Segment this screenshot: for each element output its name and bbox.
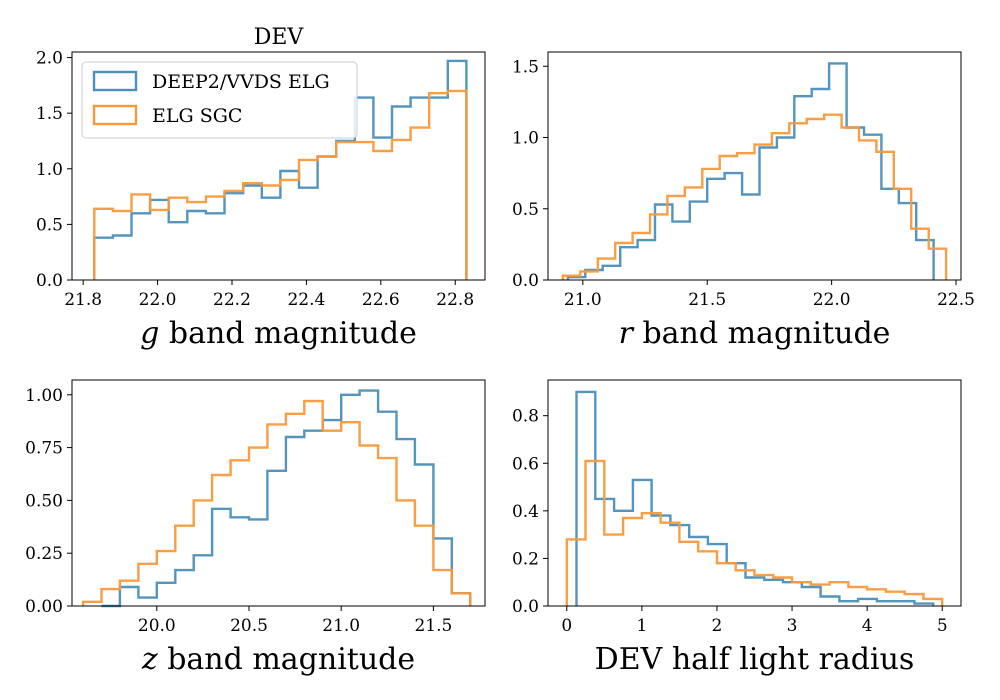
panel-2: 21.0 21.5 22.0 22.5 0.0 0.5 1.0 1.5 r band magni… <box>512 51 975 351</box>
y-tick-label: 2.0 <box>36 49 63 69</box>
y-tick-label: 1.0 <box>36 160 63 180</box>
series-elg-sgc-line <box>561 113 948 280</box>
x-tick-label: 20.5 <box>230 616 268 636</box>
y-tick-label: 0.0 <box>512 597 539 617</box>
panel-4: 0 1 2 3 4 5 0.0 0.2 0.4 0.6 0.8 DEV half light radi… <box>512 379 962 677</box>
x-axis-label: g band magnitude <box>140 316 417 351</box>
plot-frame <box>71 379 486 607</box>
y-tick-label: 0.6 <box>512 454 539 474</box>
x-axis-label: r band magnitude <box>619 316 891 351</box>
x-tick-label: 22.4 <box>287 290 325 310</box>
x-tick-label: 22.8 <box>436 290 474 310</box>
y-tick-label: 0.5 <box>36 215 63 235</box>
x-tick-label: 21.8 <box>64 290 102 310</box>
legend: DEEP2/VVDS ELG ELG SGC <box>81 61 358 139</box>
x-axis-label: DEV half light radius <box>595 642 915 677</box>
y-tick-label: 0.0 <box>36 271 63 291</box>
series-elg-sgc-line <box>81 399 472 606</box>
legend-box <box>81 61 358 139</box>
x-tick-label: 2 <box>712 616 723 636</box>
y-tick-label: 0.4 <box>512 502 539 522</box>
x-tick-label: 22.0 <box>813 290 851 310</box>
x-tick-label: 22.2 <box>213 290 251 310</box>
series-deep2-vvds-elg-line <box>101 389 472 608</box>
y-tick-label: 0.00 <box>25 597 63 617</box>
x-axis-label: z band magnitude <box>141 642 415 677</box>
x-tick-label: 3 <box>787 616 798 636</box>
x-tick-label: 5 <box>937 616 948 636</box>
y-tick-label: 0.8 <box>512 407 539 427</box>
x-tick-label: 21.5 <box>414 616 452 636</box>
y-tick-label: 0.0 <box>512 271 539 291</box>
legend-swatch <box>92 70 138 92</box>
x-tick-label: 22.0 <box>139 290 177 310</box>
x-tick-label: 0 <box>561 616 572 636</box>
series-elg-sgc-line <box>565 459 944 606</box>
legend-swatch <box>92 104 138 126</box>
x-tick-label: 4 <box>862 616 873 636</box>
y-tick-label: 1.0 <box>512 129 539 149</box>
plot-frame <box>547 379 962 607</box>
x-tick-label: 21.0 <box>322 616 360 636</box>
series-deep2-vvds-elg-line <box>575 390 935 606</box>
y-tick-label: 1.5 <box>36 104 63 124</box>
y-tick-label: 0.50 <box>25 491 63 511</box>
x-tick-label: 22.6 <box>362 290 400 310</box>
x-tick-label: 21.0 <box>564 290 602 310</box>
plot-frame <box>547 51 962 281</box>
y-tick-label: 0.75 <box>25 439 63 459</box>
x-tick-label: 1 <box>636 616 647 636</box>
panel-1: 21.8 22.0 22.2 22.4 22.6 22.8 0.0 0.5 1.0 1.5 2.0 g… <box>36 25 486 351</box>
y-tick-label: 1.00 <box>25 386 63 406</box>
plot-frame <box>71 51 486 281</box>
y-tick-label: 1.5 <box>512 57 539 77</box>
x-tick-label: 22.5 <box>937 290 975 310</box>
x-tick-label: 21.5 <box>688 290 726 310</box>
series-deep2-vvds-elg-line <box>566 62 935 280</box>
x-tick-label: 20.0 <box>138 616 176 636</box>
y-tick-label: 0.5 <box>512 200 539 220</box>
y-tick-label: 0.2 <box>512 549 539 569</box>
legend-label: ELG SGC <box>152 105 242 127</box>
series-elg-sgc-line <box>93 89 468 280</box>
y-tick-label: 0.25 <box>25 544 63 564</box>
legend-label: DEEP2/VVDS ELG <box>152 71 330 93</box>
panel-title: DEV <box>254 25 305 50</box>
panel-3: 20.0 20.5 21.0 21.5 0.00 0.25 0.50 0.75 1.00 z ba… <box>25 379 486 677</box>
